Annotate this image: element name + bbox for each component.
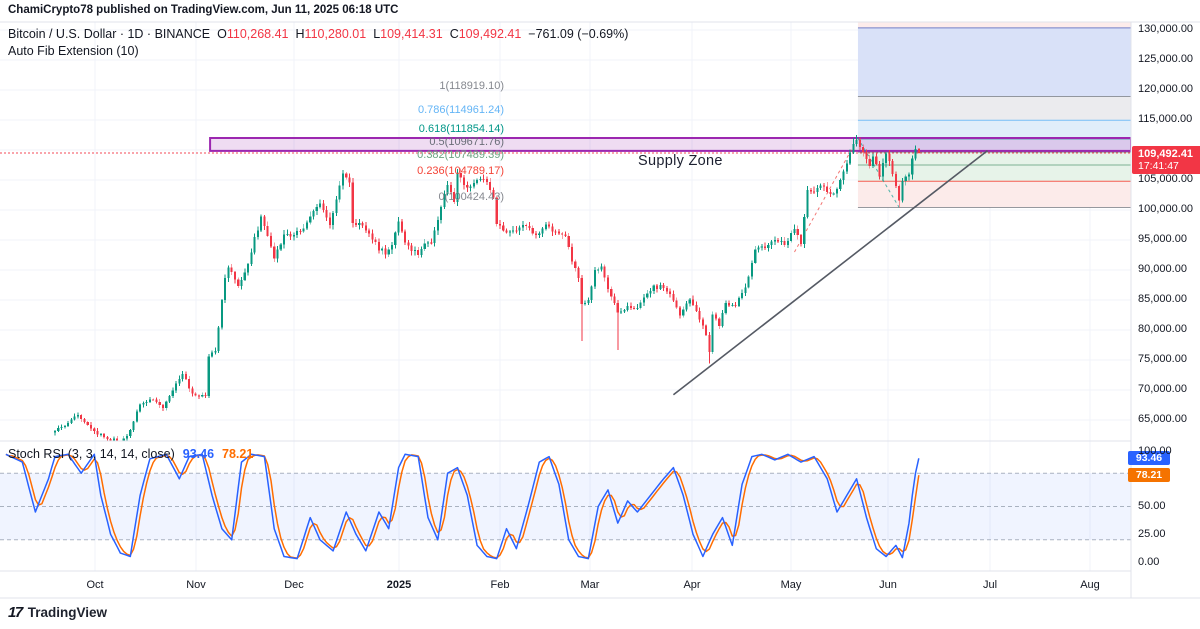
fib-band (857, 27, 1131, 97)
indicator-title: Auto Fib Extension (10) (8, 44, 139, 58)
time-label-jun[interactable]: Jun (879, 579, 897, 591)
stoch-axis-label[interactable]: 100.00 (1138, 444, 1172, 457)
stoch-rsi-legend[interactable]: Stoch RSI (3, 3, 14, 14, close) 93.46 78.2… (8, 447, 253, 461)
time-label-feb[interactable]: Feb (490, 579, 510, 591)
time-label-aug[interactable]: Aug (1080, 579, 1100, 591)
fib-pivot-line (794, 137, 859, 253)
stoch-axis-label[interactable]: 50.00 (1138, 500, 1166, 512)
time-label-dec[interactable]: Dec (284, 579, 304, 591)
fib-band (857, 96, 1131, 121)
price-axis-label[interactable]: 65,000.00 (1138, 413, 1187, 426)
fib-label-0.786: 0.786(114961.24) (417, 104, 504, 117)
tradingview-brand[interactable]: TradingView (27, 605, 107, 620)
bar-countdown: 17:41:47 (1138, 160, 1179, 172)
stoch-k-value: 93.46 (182, 447, 215, 461)
time-label-mar[interactable]: Mar (580, 579, 600, 591)
stoch-rsi-title: Stoch RSI (3, 3, 14, 14, close) (8, 447, 175, 461)
time-label-oct[interactable]: Oct (86, 579, 104, 591)
time-label-2025[interactable]: 2025 (386, 579, 412, 591)
ohlc-value: 109,492.41 (458, 27, 522, 41)
stoch-d-line (5, 453, 920, 559)
price-axis-label[interactable]: 90,000.00 (1138, 263, 1187, 276)
price-axis-label[interactable]: 100,000.00 (1138, 203, 1194, 216)
trendline[interactable] (672, 149, 989, 396)
stoch-d-badge: 78.21 (1128, 468, 1170, 483)
price-axis-label[interactable]: 70,000.00 (1138, 383, 1187, 396)
ohlc-value: 110,280.01 (304, 27, 367, 41)
footer-bar: 17 TradingView (8, 604, 107, 621)
ohlc-label: O (217, 27, 227, 41)
ohlc-label: L (373, 27, 381, 41)
up-candles (54, 135, 917, 441)
price-axis-label[interactable]: 125,000.00 (1138, 53, 1194, 66)
time-label-apr[interactable]: Apr (683, 579, 701, 591)
fib-label-0: 0(100424.43) (438, 191, 504, 204)
supply-zone-rect[interactable] (209, 136, 1131, 152)
fib-band (857, 22, 1131, 28)
fib-label-0.382: 0.382(107489.39) (417, 149, 504, 162)
fib-band (857, 120, 1131, 139)
price-axis-label[interactable]: 80,000.00 (1138, 323, 1187, 336)
stoch-k-line (5, 453, 920, 560)
stoch-k-badge: 93.46 (1128, 451, 1170, 466)
attribution-text: ChamiCrypto78 published on TradingView.c… (8, 4, 399, 16)
price-axis-label[interactable]: 120,000.00 (1138, 83, 1194, 96)
stoch-axis-label[interactable]: 0.00 (1138, 555, 1160, 568)
price-axis-label[interactable]: 105,000.00 (1138, 173, 1194, 186)
time-label-jul[interactable]: Jul (982, 579, 998, 591)
price-axis-label[interactable]: 85,000.00 (1138, 293, 1187, 306)
time-label-nov[interactable]: Nov (186, 579, 206, 591)
fib-label-1: 1(118919.10) (439, 80, 504, 93)
ohlc-label: C (449, 27, 459, 41)
down-candles (80, 137, 920, 441)
fib-label-0.618: 0.618(111854.14) (418, 122, 504, 135)
symbol-legend-row[interactable]: Bitcoin / U.S. Dollar · 1D · BINANCE O110… (8, 27, 628, 41)
fib-pivot-line (857, 137, 900, 208)
fib-band (857, 138, 1131, 152)
symbol-title: Bitcoin / U.S. Dollar · 1D · BINANCE (8, 27, 211, 41)
ohlc-values: O110,268.41 H110,280.01 L109,414.31 C109,49… (210, 27, 521, 41)
price-axis-label[interactable]: 130,000.00 (1138, 23, 1194, 36)
fib-label-0.236: 0.236(104789.17) (417, 165, 504, 178)
last-price-value: 109,492.41 (1138, 148, 1194, 160)
fib-label-0.5: 0.5(109671.76) (429, 135, 504, 148)
main-pane[interactable] (0, 22, 1131, 447)
last-price-badge: 109,492.41 17:41:47 (1132, 146, 1200, 174)
stoch-pane[interactable] (0, 441, 1131, 571)
supply-zone-label: Supply Zone (638, 153, 723, 169)
ohlc-value: 109,414.31 (380, 27, 443, 41)
fib-band (857, 151, 1131, 182)
indicator-legend-row[interactable]: Auto Fib Extension (10) (8, 44, 139, 58)
price-axis-label[interactable]: 95,000.00 (1138, 233, 1187, 246)
stoch-d-value: 78.21 (222, 447, 254, 461)
change-value: −761.09 (−0.69%) (528, 27, 629, 41)
price-axis-label[interactable]: 115,000.00 (1138, 113, 1193, 126)
ohlc-label: H (295, 27, 305, 41)
stoch-axis-label[interactable]: 25.00 (1138, 527, 1166, 540)
tradingview-logo-icon[interactable]: 17 (8, 604, 23, 621)
time-label-may[interactable]: May (780, 579, 802, 591)
price-axis-label[interactable]: 75,000.00 (1138, 353, 1187, 366)
ohlc-value: 110,268.41 (226, 27, 289, 41)
